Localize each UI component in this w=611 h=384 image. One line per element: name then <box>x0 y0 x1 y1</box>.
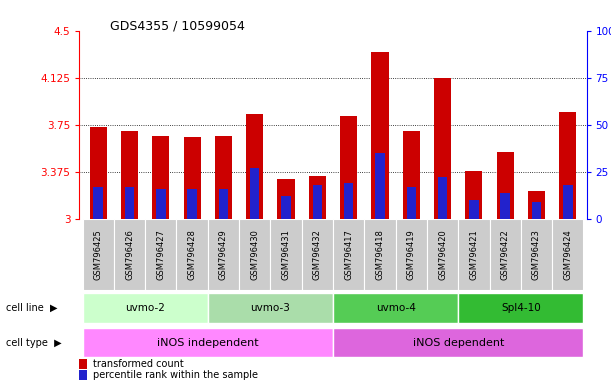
Bar <box>156 189 166 219</box>
Bar <box>427 219 458 290</box>
Bar <box>375 153 385 219</box>
Bar <box>239 219 271 290</box>
Text: GSM796423: GSM796423 <box>532 229 541 280</box>
Bar <box>90 127 107 219</box>
Bar <box>344 183 353 219</box>
Bar <box>183 137 201 219</box>
Text: GSM796420: GSM796420 <box>438 229 447 280</box>
Text: iNOS independent: iNOS independent <box>157 338 258 348</box>
Text: GSM796429: GSM796429 <box>219 229 228 280</box>
Bar <box>528 191 545 219</box>
Bar <box>125 187 134 219</box>
Bar <box>364 219 395 290</box>
Bar <box>309 176 326 219</box>
Bar <box>281 196 291 219</box>
Text: GSM796425: GSM796425 <box>93 229 103 280</box>
Bar <box>82 328 333 358</box>
Bar <box>521 219 552 290</box>
Bar <box>215 136 232 219</box>
Text: transformed count: transformed count <box>93 359 184 369</box>
Bar <box>563 185 573 219</box>
Text: cell line  ▶: cell line ▶ <box>6 303 57 313</box>
Text: GSM796427: GSM796427 <box>156 229 166 280</box>
Text: GSM796417: GSM796417 <box>344 229 353 280</box>
Text: GSM796428: GSM796428 <box>188 229 197 280</box>
Bar <box>458 219 489 290</box>
Text: GSM796431: GSM796431 <box>282 229 291 280</box>
Text: GDS4355 / 10599054: GDS4355 / 10599054 <box>110 19 245 32</box>
Bar <box>333 293 458 323</box>
Text: cell type  ▶: cell type ▶ <box>6 338 62 348</box>
Bar <box>395 219 427 290</box>
Bar <box>177 219 208 290</box>
Text: GSM796421: GSM796421 <box>469 229 478 280</box>
Bar <box>333 328 584 358</box>
Text: percentile rank within the sample: percentile rank within the sample <box>93 370 258 380</box>
Bar <box>145 219 177 290</box>
Bar <box>403 131 420 219</box>
Bar <box>559 112 576 219</box>
Text: uvmo-4: uvmo-4 <box>376 303 415 313</box>
Bar <box>458 293 584 323</box>
Text: GSM796419: GSM796419 <box>407 229 415 280</box>
Bar <box>114 219 145 290</box>
Bar <box>497 152 514 219</box>
Bar <box>82 293 208 323</box>
Text: uvmo-2: uvmo-2 <box>125 303 165 313</box>
Bar <box>208 293 333 323</box>
Bar <box>333 219 364 290</box>
Bar <box>188 189 197 219</box>
Text: iNOS dependent: iNOS dependent <box>412 338 504 348</box>
Bar <box>469 200 478 219</box>
Bar <box>371 52 389 219</box>
Bar <box>532 202 541 219</box>
Bar <box>250 168 260 219</box>
Text: GSM796424: GSM796424 <box>563 229 573 280</box>
Bar <box>465 171 483 219</box>
Bar <box>406 187 416 219</box>
Bar <box>302 219 333 290</box>
Bar <box>552 219 584 290</box>
Bar <box>152 136 169 219</box>
Bar <box>271 219 302 290</box>
Text: GSM796432: GSM796432 <box>313 229 322 280</box>
Text: GSM796430: GSM796430 <box>251 229 259 280</box>
Bar <box>208 219 239 290</box>
Bar <box>121 131 138 219</box>
Bar <box>277 179 295 219</box>
Bar <box>434 78 451 219</box>
Text: Spl4-10: Spl4-10 <box>501 303 541 313</box>
Bar <box>93 187 103 219</box>
Text: uvmo-3: uvmo-3 <box>251 303 290 313</box>
Bar <box>340 116 357 219</box>
Bar <box>489 219 521 290</box>
Text: GSM796426: GSM796426 <box>125 229 134 280</box>
Bar <box>500 192 510 219</box>
Bar <box>82 219 114 290</box>
Bar <box>246 114 263 219</box>
Bar <box>219 189 228 219</box>
Text: GSM796418: GSM796418 <box>375 229 384 280</box>
Bar <box>313 185 322 219</box>
Bar <box>438 177 447 219</box>
Text: GSM796422: GSM796422 <box>500 229 510 280</box>
